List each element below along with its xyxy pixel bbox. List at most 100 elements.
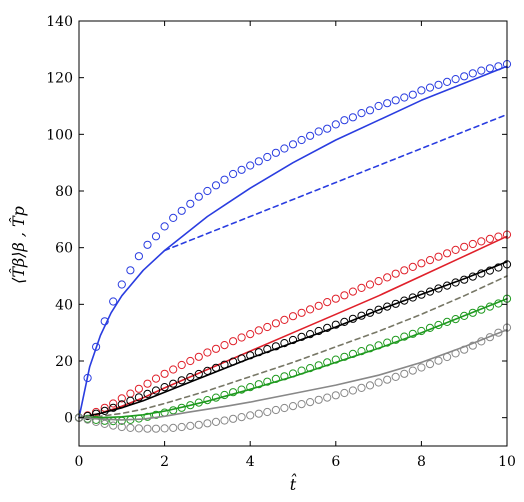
data-point: [331, 294, 340, 303]
y-tick-label: 100: [46, 127, 73, 143]
data-point: [254, 380, 263, 389]
data-point: [374, 341, 383, 350]
data-point: [408, 366, 417, 375]
data-point: [109, 417, 118, 426]
data-point: [383, 338, 392, 347]
data-point: [254, 409, 263, 418]
data-point: [340, 317, 349, 326]
data-point: [194, 420, 203, 429]
data-point: [451, 75, 460, 84]
series-0: [78, 65, 508, 419]
data-point: [237, 413, 246, 422]
data-point: [211, 344, 221, 353]
data-point: [271, 374, 280, 383]
series-line: [78, 329, 508, 421]
data-point: [177, 422, 186, 432]
data-point: [109, 399, 118, 408]
data-point: [297, 308, 306, 317]
data-point: [220, 341, 229, 350]
data-point: [134, 424, 143, 433]
data-point: [160, 383, 169, 392]
x-tick-label: 10: [498, 454, 516, 470]
plot-frame: [78, 20, 508, 447]
data-point: [365, 381, 375, 390]
data-point: [83, 373, 92, 383]
data-point: [494, 232, 503, 241]
data-point: [434, 356, 443, 365]
data-point: [383, 273, 392, 282]
data-point: [151, 424, 161, 433]
data-point: [477, 66, 486, 75]
data-point: [117, 416, 126, 425]
data-point: [177, 360, 186, 370]
data-point: [400, 93, 409, 102]
data-point: [348, 287, 357, 296]
data-point: [348, 314, 357, 323]
data-point: [169, 406, 178, 415]
data-point: [109, 297, 118, 306]
data-point: [83, 411, 92, 421]
data-point: [383, 99, 392, 108]
data-point: [357, 283, 366, 292]
data-point: [468, 239, 477, 249]
data-point: [485, 302, 494, 311]
data-point: [314, 127, 323, 136]
data-point: [400, 369, 409, 378]
series-9: [74, 294, 512, 426]
data-point: [477, 269, 486, 278]
y-tick-label: 0: [64, 411, 73, 427]
data-point: [211, 417, 221, 426]
data-point: [365, 106, 375, 115]
data-point: [143, 240, 152, 249]
data-point: [237, 165, 246, 174]
data-point: [485, 64, 494, 73]
x-tick-label: 6: [331, 454, 340, 470]
data-point: [314, 301, 323, 310]
data-point: [186, 199, 195, 208]
data-point: [203, 348, 212, 357]
data-point: [400, 332, 409, 341]
data-point: [280, 339, 289, 348]
data-point: [314, 361, 323, 370]
data-point: [100, 317, 109, 326]
data-point: [340, 116, 349, 125]
series-7: [78, 275, 508, 419]
data-point: [357, 311, 366, 320]
data-point: [425, 323, 435, 332]
x-tick-label: 2: [160, 454, 169, 470]
data-point: [169, 423, 178, 432]
data-point: [425, 256, 435, 265]
data-point: [254, 348, 263, 357]
data-point: [271, 148, 280, 157]
data-point: [297, 366, 306, 375]
data-point: [331, 320, 340, 329]
data-point: [485, 266, 494, 275]
data-point: [477, 305, 486, 314]
data-point: [434, 320, 443, 330]
data-point: [306, 398, 315, 407]
series-2: [74, 60, 512, 422]
data-point: [229, 388, 238, 397]
data-point: [365, 280, 375, 289]
data-point: [468, 308, 477, 317]
data-point: [220, 360, 229, 369]
y-tick-label: 20: [55, 354, 73, 370]
x-tick-label: 4: [246, 454, 255, 470]
data-point: [391, 269, 400, 278]
data-point: [340, 352, 349, 361]
data-point: [203, 419, 212, 428]
data-point: [143, 389, 152, 398]
data-point: [220, 390, 229, 400]
data-point: [323, 124, 332, 133]
data-point: [374, 305, 383, 314]
data-point: [443, 249, 452, 258]
data-point: [331, 391, 340, 400]
data-point: [306, 330, 315, 339]
data-point: [443, 317, 452, 326]
data-point: [169, 379, 178, 388]
data-point: [100, 403, 109, 412]
data-point: [237, 385, 246, 394]
data-point: [186, 421, 195, 430]
